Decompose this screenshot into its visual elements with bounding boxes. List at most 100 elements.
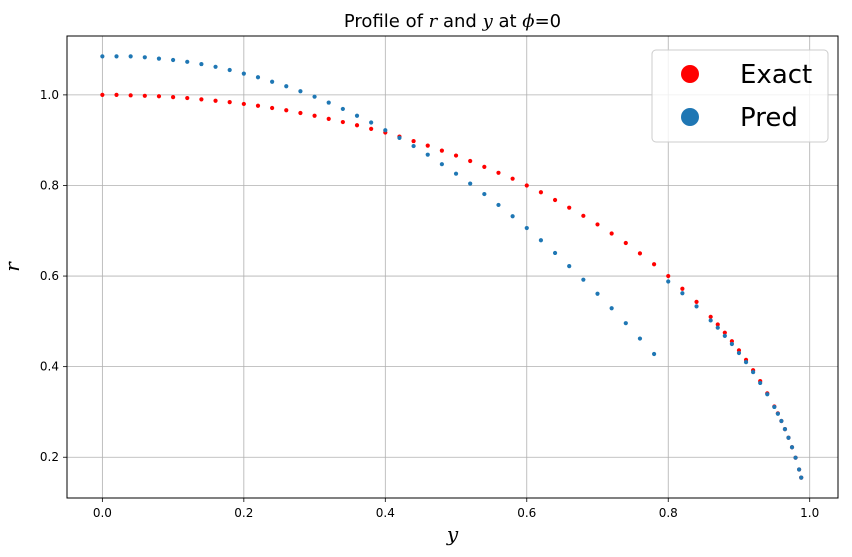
data-point-pred (156, 56, 162, 61)
data-point-exact (453, 153, 459, 158)
data-point-pred (715, 325, 720, 330)
data-point-exact (411, 138, 416, 144)
data-point-pred (199, 61, 204, 67)
data-point-pred (312, 94, 317, 99)
data-point-exact (100, 92, 105, 97)
ticks: 0.0 0.2 0.4 0.6 0.8 1.0 0.2 0.4 0.6 0.8 1.0 (40, 88, 819, 520)
data-point-pred (453, 171, 459, 176)
data-point-pred (439, 162, 444, 167)
data-point-pred (255, 75, 261, 80)
data-point-exact (128, 93, 133, 98)
legend-marker-exact (681, 65, 699, 83)
data-point-pred (241, 71, 246, 76)
data-point-pred (369, 120, 374, 125)
data-point-pred (482, 191, 487, 197)
data-point-exact (171, 95, 176, 100)
data-point-pred (799, 475, 804, 480)
data-point-pred (708, 318, 713, 323)
data-point-pred (340, 106, 345, 112)
data-point-pred (114, 54, 119, 59)
data-point-pred (609, 306, 614, 311)
data-point-pred (425, 152, 430, 157)
data-point-exact (609, 231, 614, 236)
chart-title-var2: y (482, 11, 494, 32)
data-point-exact (142, 93, 147, 98)
data-point-exact (213, 98, 218, 103)
legend-label-exact: Exact (740, 60, 812, 90)
data-point-pred (298, 89, 303, 94)
data-point-exact (369, 126, 374, 131)
chart-title: Profile of r and y at ϕ=0 (344, 11, 561, 32)
plot-frame (66, 35, 839, 499)
data-point-exact (666, 273, 671, 279)
data-point-pred (128, 54, 133, 59)
data-point-pred (722, 333, 727, 338)
data-point-pred (775, 411, 780, 416)
data-point-pred (100, 54, 105, 59)
data-point-pred (765, 392, 770, 397)
chart-title-mid: and (437, 11, 482, 32)
data-point-pred (213, 64, 218, 69)
data-point-exact (340, 119, 345, 125)
y-axis-label: r (0, 261, 24, 272)
data-point-pred (779, 418, 784, 424)
data-point-pred (567, 263, 572, 269)
data-point-pred (637, 336, 643, 341)
data-point-pred (538, 238, 544, 243)
data-point-exact (312, 113, 317, 118)
data-point-exact (524, 183, 529, 188)
data-point-pred (270, 79, 275, 84)
y-tick-label: 1.0 (40, 88, 59, 102)
data-point-exact (114, 92, 119, 97)
data-point-pred (284, 84, 289, 89)
data-point-exact (694, 299, 699, 304)
y-tick-label: 0.6 (40, 269, 59, 283)
x-tick-label: 0.4 (376, 506, 395, 520)
chart-title-var1: r (429, 11, 439, 32)
data-point-pred (171, 57, 176, 63)
data-point-pred (782, 427, 788, 432)
y-tick-label: 0.2 (40, 450, 59, 464)
chart-title-pre: Profile of (344, 11, 429, 32)
data-point-pred (383, 128, 388, 133)
y-tick-label: 0.4 (40, 360, 59, 374)
data-point-pred (793, 455, 798, 460)
data-point-pred (354, 113, 360, 118)
x-axis-label: y (446, 522, 459, 546)
data-point-pred (524, 225, 529, 231)
data-point-pred (743, 360, 749, 365)
data-point-pred (142, 55, 147, 60)
series-pred (100, 54, 804, 480)
data-point-pred (796, 467, 802, 472)
chart-title-post: at (493, 11, 523, 32)
data-point-pred (751, 369, 756, 375)
x-tick-label: 0.0 (93, 506, 112, 520)
data-point-pred (468, 181, 473, 186)
data-point-exact (623, 240, 628, 246)
chart-title-eq: =0 (535, 11, 562, 32)
x-tick-label: 0.8 (659, 506, 678, 520)
legend-marker-pred (681, 108, 699, 126)
data-point-exact (468, 158, 473, 164)
data-point-pred (651, 351, 657, 357)
data-point-exact (708, 314, 713, 319)
data-point-exact (298, 110, 303, 116)
data-point-exact (425, 143, 430, 148)
data-point-exact (270, 105, 275, 111)
data-point-exact (552, 197, 558, 203)
x-tick-label: 0.6 (517, 506, 536, 520)
data-point-pred (694, 304, 699, 309)
data-point-pred (326, 100, 331, 105)
x-tick-label: 0.2 (234, 506, 253, 520)
data-point-exact (680, 286, 685, 291)
data-point-pred (581, 277, 586, 282)
data-point-pred (510, 214, 515, 219)
data-point-pred (789, 445, 795, 450)
x-tick-label: 1.0 (800, 506, 819, 520)
data-point-exact (227, 100, 232, 105)
data-point-exact (482, 164, 487, 169)
data-point-exact (595, 222, 600, 227)
data-point-exact (354, 123, 360, 128)
series-group (100, 54, 804, 480)
